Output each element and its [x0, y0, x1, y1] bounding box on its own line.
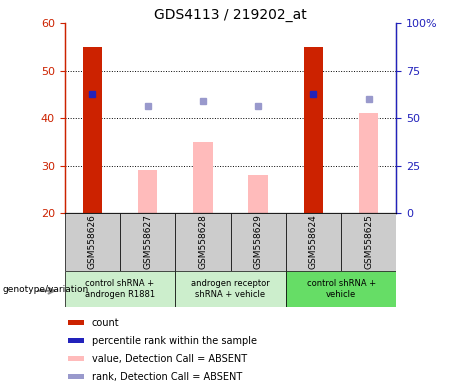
Bar — [286, 271, 396, 307]
Text: value, Detection Call = ABSENT: value, Detection Call = ABSENT — [92, 354, 247, 364]
Bar — [65, 271, 175, 307]
Bar — [120, 213, 175, 271]
Bar — [359, 113, 378, 213]
Text: rank, Detection Call = ABSENT: rank, Detection Call = ABSENT — [92, 371, 242, 382]
Bar — [138, 170, 157, 213]
Bar — [68, 374, 84, 379]
Bar — [341, 213, 396, 271]
Text: percentile rank within the sample: percentile rank within the sample — [92, 336, 257, 346]
Bar — [68, 356, 84, 361]
Text: androgen receptor
shRNA + vehicle: androgen receptor shRNA + vehicle — [191, 279, 270, 299]
Text: GSM558624: GSM558624 — [309, 215, 318, 269]
Bar — [248, 175, 268, 213]
Title: GDS4113 / 219202_at: GDS4113 / 219202_at — [154, 8, 307, 22]
Bar — [193, 142, 213, 213]
Text: genotype/variation: genotype/variation — [2, 285, 89, 295]
Bar — [65, 213, 120, 271]
Bar — [68, 320, 84, 325]
Bar — [286, 213, 341, 271]
Text: GSM558627: GSM558627 — [143, 215, 152, 269]
Bar — [304, 47, 323, 213]
Bar — [68, 338, 84, 343]
Text: GSM558626: GSM558626 — [88, 215, 97, 269]
Text: control shRNA +
vehicle: control shRNA + vehicle — [307, 279, 376, 299]
Bar — [83, 47, 102, 213]
Text: GSM558625: GSM558625 — [364, 215, 373, 269]
Bar — [230, 213, 286, 271]
Text: GSM558628: GSM558628 — [198, 215, 207, 269]
Text: control shRNA +
androgen R1881: control shRNA + androgen R1881 — [85, 279, 155, 299]
Bar — [175, 213, 230, 271]
Bar — [175, 271, 286, 307]
Text: GSM558629: GSM558629 — [254, 215, 263, 269]
Text: count: count — [92, 318, 119, 328]
